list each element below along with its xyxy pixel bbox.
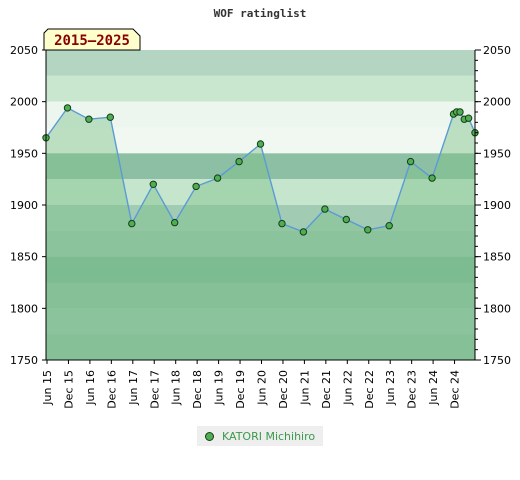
- band-4: [46, 153, 475, 180]
- data-point: [299, 228, 308, 236]
- x-tick-label: Jun 17: [127, 370, 140, 406]
- x-tick-label: Dec 17: [148, 370, 161, 409]
- band-9: [46, 282, 475, 309]
- band-10: [46, 308, 475, 335]
- data-point: [464, 114, 473, 122]
- x-tick-label: Dec 20: [277, 370, 290, 409]
- data-point: [106, 113, 115, 121]
- x-tick-label: Dec 15: [62, 370, 75, 409]
- x-tick-label: Jun 22: [341, 370, 354, 406]
- period-badge: 2015–2025: [43, 28, 141, 51]
- data-point: [171, 218, 179, 227]
- x-tick-label: Jun 21: [298, 370, 311, 406]
- y-tick-label-right: 1850: [483, 251, 511, 264]
- y-tick-label-right: 1800: [483, 302, 511, 315]
- x-tick-label: Jun 19: [213, 370, 226, 406]
- area-fill: [46, 107, 475, 361]
- x-tick-label: Dec 18: [191, 370, 204, 409]
- x-tick-label: Dec 16: [105, 370, 118, 409]
- x-tick-label: Dec 21: [320, 370, 333, 409]
- y-tick-label: 1750: [10, 354, 38, 367]
- y-tick-label: 1850: [10, 251, 38, 264]
- data-point: [321, 205, 329, 213]
- rating-area: [46, 107, 475, 361]
- x-tick-label: Jun 18: [170, 370, 183, 406]
- data-point: [385, 222, 393, 230]
- data-points: [42, 104, 479, 236]
- band-8: [46, 256, 475, 283]
- y-tick-label-right: 1900: [483, 199, 511, 212]
- data-point: [63, 104, 72, 112]
- band-1: [46, 75, 475, 102]
- axes: 1750 1750 1800 1800 1850 1850 1900 1900 1950 1950…: [10, 44, 511, 409]
- y-tick-label-right: 2000: [483, 96, 511, 109]
- y-tick-label-right: 1950: [483, 147, 511, 160]
- data-point: [256, 140, 265, 148]
- y-tick-label-right: 1750: [483, 354, 511, 367]
- x-tick-label: Dec 22: [363, 370, 376, 409]
- x-tick-label: Dec 24: [449, 370, 462, 409]
- band-2: [46, 101, 475, 128]
- data-point: [235, 157, 243, 166]
- x-tick-label: Jun 16: [84, 370, 97, 406]
- legend-label: KATORI Michihiro: [222, 429, 316, 443]
- y-tick-label: 1950: [10, 147, 38, 160]
- data-point: [364, 226, 372, 234]
- x-tick-label: Dec 19: [234, 370, 247, 409]
- legend: KATORI Michihiro: [197, 426, 324, 446]
- data-point: [456, 108, 464, 116]
- period-label: 2015–2025: [54, 33, 130, 49]
- y-tick-label: 1800: [10, 302, 38, 315]
- y-tick-label-right: 2050: [483, 44, 511, 57]
- x-tick-label: Jun 23: [384, 370, 397, 406]
- y-tick-label: 2000: [10, 96, 38, 109]
- data-point: [85, 115, 93, 123]
- y-tick-label: 1900: [10, 199, 38, 212]
- data-point: [192, 182, 200, 191]
- chart-title: WOF ratinglist: [214, 7, 307, 20]
- data-point: [213, 174, 222, 182]
- x-tick-label: Dec 23: [406, 370, 419, 409]
- x-tick-label: Jun 15: [41, 370, 54, 406]
- data-point: [278, 219, 286, 228]
- band-6: [46, 205, 475, 231]
- legend-marker-icon: [205, 431, 214, 441]
- data-point: [128, 219, 136, 228]
- x-tick-label: Jun 20: [256, 370, 269, 406]
- y-tick-label: 2050: [10, 44, 38, 57]
- background-bands: [46, 50, 475, 360]
- band-0: [46, 50, 475, 76]
- data-point: [406, 157, 415, 166]
- data-point: [428, 174, 436, 182]
- band-7: [46, 230, 475, 257]
- band-11: [46, 334, 475, 360]
- data-point: [342, 215, 350, 224]
- data-point: [149, 180, 158, 189]
- x-tick-label: Jun 24: [427, 370, 440, 406]
